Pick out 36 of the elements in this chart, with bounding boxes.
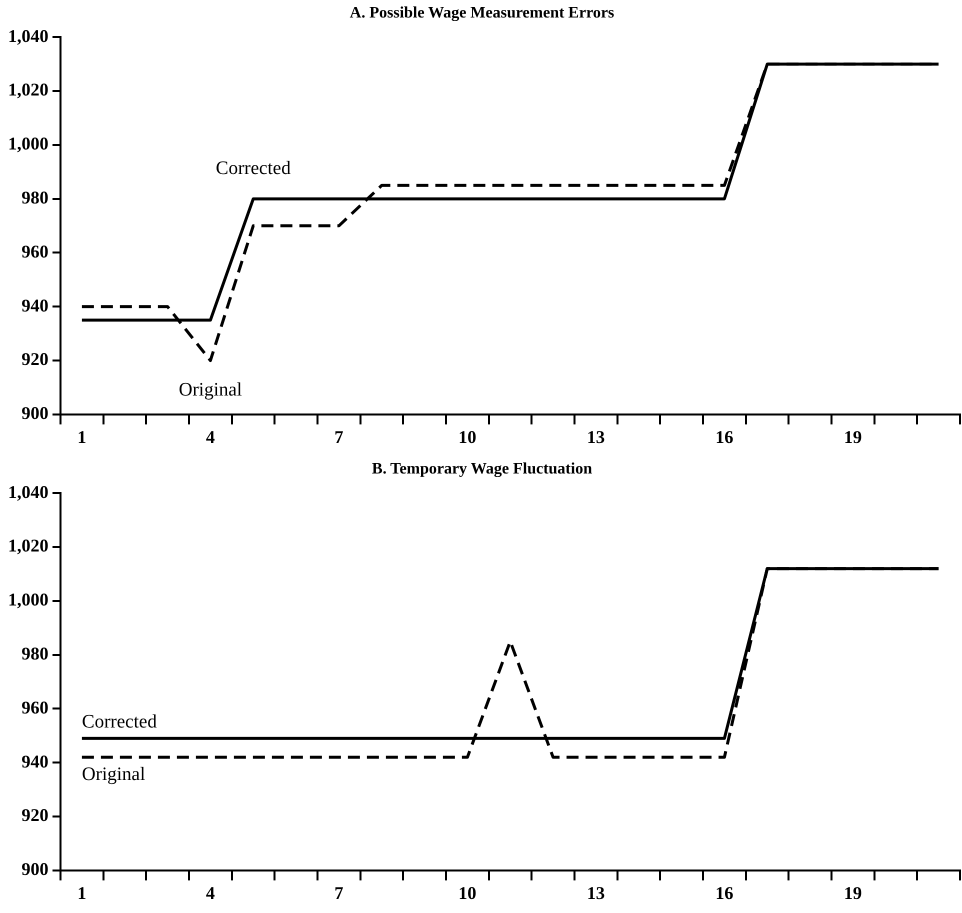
y-tick-label: 960 xyxy=(22,697,48,718)
x-tick-label: 7 xyxy=(334,882,344,903)
y-tick-label: 960 xyxy=(22,241,48,262)
y-tick-label: 920 xyxy=(22,805,48,826)
x-tick-label: 19 xyxy=(844,426,862,447)
x-tick-label: 10 xyxy=(458,882,476,903)
y-tick-label: 980 xyxy=(22,188,48,208)
y-tick-label: 940 xyxy=(22,295,48,316)
x-tick-label: 4 xyxy=(206,426,215,447)
x-tick-label: 16 xyxy=(715,426,734,447)
series-label: Corrected xyxy=(82,711,158,732)
x-tick-label: 1 xyxy=(77,426,86,447)
series-label: Corrected xyxy=(216,158,292,179)
y-tick-label: 1,000 xyxy=(8,590,48,610)
y-tick-label: 920 xyxy=(22,349,48,370)
x-tick-label: 1 xyxy=(77,882,86,903)
y-tick-label: 980 xyxy=(22,644,48,664)
x-tick-label: 10 xyxy=(458,426,476,447)
series-label: Original xyxy=(178,380,242,400)
y-tick-label: 1,020 xyxy=(8,536,48,556)
y-tick-label: 1,040 xyxy=(8,482,48,502)
x-tick-label: 13 xyxy=(586,882,605,903)
x-tick-label: 16 xyxy=(715,882,734,903)
y-tick-label: 1,020 xyxy=(8,80,48,100)
x-tick-label: 4 xyxy=(206,882,215,903)
x-tick-label: 13 xyxy=(586,426,605,447)
chart-title: A. Possible Wage Measurement Errors xyxy=(350,4,614,22)
y-tick-label: 940 xyxy=(22,751,48,772)
x-tick-label: 7 xyxy=(334,426,344,447)
chart-title: B. Temporary Wage Fluctuation xyxy=(372,460,592,478)
y-tick-label: 900 xyxy=(22,859,48,880)
x-tick-label: 19 xyxy=(844,882,862,903)
series-label: Original xyxy=(82,764,146,786)
y-tick-label: 1,040 xyxy=(8,26,48,46)
y-tick-label: 1,000 xyxy=(8,134,48,154)
y-tick-label: 900 xyxy=(22,403,48,424)
